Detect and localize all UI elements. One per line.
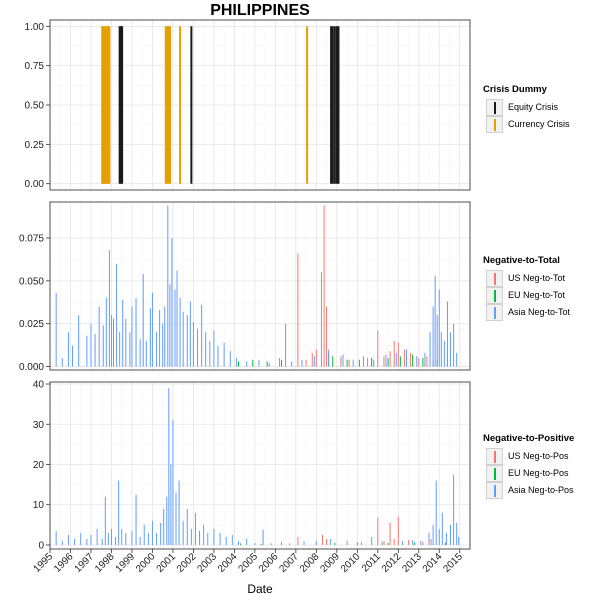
panel-crisis: 0.00 0.25 0.50 0.75 1.00	[25, 19, 471, 191]
legend-label: Asia Neg-to-Tot	[508, 307, 571, 317]
legend-item-us-neg-to-pos: US Neg-to-Pos	[483, 448, 574, 465]
legend-label: Asia Neg-to-Pos	[508, 485, 574, 495]
x-tick-label: 2008	[298, 551, 322, 575]
legend-item-us-neg-to-tot: US Neg-to-Tot	[483, 270, 565, 287]
x-tick-label: 2013	[400, 551, 424, 575]
x-tick-label: 2007	[277, 551, 301, 575]
panel-neg_to_total: 0.000 0.025 0.050 0.075	[19, 201, 471, 373]
series-currency-crisis	[101, 26, 309, 184]
x-tick-label: 2006	[257, 551, 281, 575]
panel-background	[50, 202, 470, 370]
panel-background	[50, 382, 470, 549]
x-tick-label: 1997	[73, 551, 97, 575]
legend-negative-to-positive: Negative-to-Positive US Neg-to-Pos EU Ne…	[483, 433, 574, 499]
y-tick-label: 0.025	[19, 319, 44, 330]
y-tick-label: 20	[33, 460, 45, 471]
x-tick-label: 1998	[93, 551, 117, 575]
legend-key	[486, 270, 503, 287]
legend-swatch	[494, 468, 496, 480]
series-asia-neg-to-pos	[55, 388, 460, 545]
series-equity-crisis	[118, 26, 340, 184]
legend-item-currency-crisis: Currency Crisis	[483, 116, 570, 133]
x-tick-label: 2001	[155, 551, 179, 575]
x-tick-label: 2015	[441, 551, 465, 575]
panel-neg_to_pos: 0 10 20 30 40	[33, 380, 471, 551]
legend-label: EU Neg-to-Pos	[508, 468, 569, 478]
legend-item-eu-neg-to-tot: EU Neg-to-Tot	[483, 287, 565, 304]
legend-swatch	[494, 273, 496, 285]
x-tick-label: 1999	[114, 551, 138, 575]
y-tick-label: 1.00	[25, 22, 45, 33]
x-tick-label: 2002	[175, 551, 199, 575]
x-tick-label: 2004	[216, 551, 240, 575]
legend-label: Equity Crisis	[508, 102, 559, 112]
series-eu-neg-to-pos	[240, 542, 446, 545]
x-tick-label: 2011	[360, 551, 383, 574]
x-tick-label: 2000	[134, 551, 158, 575]
x-tick-label: 2012	[380, 551, 404, 575]
y-tick-label: 10	[33, 500, 45, 511]
legend-item-eu-neg-to-pos: EU Neg-to-Pos	[483, 465, 574, 482]
legend-label: Currency Crisis	[508, 119, 570, 129]
x-tick-label: 2010	[339, 551, 363, 575]
y-tick-label: 40	[33, 380, 45, 391]
legend-key	[486, 448, 503, 465]
x-tick-label: 2003	[196, 551, 220, 575]
legend-swatch	[494, 307, 496, 319]
y-tick-label: 0.075	[19, 234, 44, 245]
legend-item-asia-neg-to-tot: Asia Neg-to-Tot	[483, 304, 570, 321]
panel-border	[49, 381, 471, 550]
legend-swatch	[494, 485, 496, 497]
y-tick-label: 0.050	[19, 276, 44, 287]
x-tick-label: 2014	[421, 551, 445, 575]
legend-label: US Neg-to-Pos	[508, 451, 569, 461]
y-tick-label: 0.25	[25, 140, 45, 151]
series-asia-neg-to-tot	[55, 205, 458, 367]
legend-swatch	[494, 451, 496, 463]
chart-title: PHILIPPINES	[210, 2, 310, 19]
x-tick-label: 2009	[318, 551, 342, 575]
legend-title: Crisis Dummy	[483, 84, 547, 95]
legend-key	[486, 99, 503, 116]
y-tick-label: 0	[38, 540, 44, 551]
legend-negative-to-total: Negative-to-Total US Neg-to-Tot EU Neg-t…	[483, 255, 570, 321]
legend-crisis-dummy: Crisis Dummy Equity Crisis Currency Cris…	[483, 84, 570, 133]
legend-label: EU Neg-to-Tot	[508, 290, 566, 300]
legend-swatch	[494, 119, 496, 131]
y-tick-label: 0.50	[25, 101, 45, 112]
y-tick-label: 0.00	[25, 179, 45, 190]
legend-key	[486, 482, 503, 499]
y-tick-label: 0.000	[19, 362, 44, 373]
legend-title: Negative-to-Positive	[483, 433, 575, 444]
legend-key	[486, 287, 503, 304]
y-tick-label: 0.75	[25, 61, 45, 72]
legend-item-asia-neg-to-pos: Asia Neg-to-Pos	[483, 482, 574, 499]
legend-item-equity-crisis: Equity Crisis	[483, 99, 558, 116]
legend-key	[486, 465, 503, 482]
y-tick-label: 30	[33, 420, 45, 431]
legend-swatch	[494, 290, 496, 302]
series-us-neg-to-tot	[297, 205, 434, 367]
legend-key	[486, 304, 503, 321]
x-axis-title: Date	[247, 582, 273, 596]
x-tick-label: 1996	[52, 551, 76, 575]
x-tick-label: 1995	[32, 551, 56, 575]
legend-key	[486, 116, 503, 133]
panel-border	[49, 201, 471, 371]
x-tick-label: 2005	[236, 551, 260, 575]
series-us-neg-to-pos	[297, 516, 432, 545]
legend-title: Negative-to-Total	[483, 255, 560, 266]
legend-swatch	[494, 102, 496, 114]
legend-label: US Neg-to-Tot	[508, 273, 566, 283]
